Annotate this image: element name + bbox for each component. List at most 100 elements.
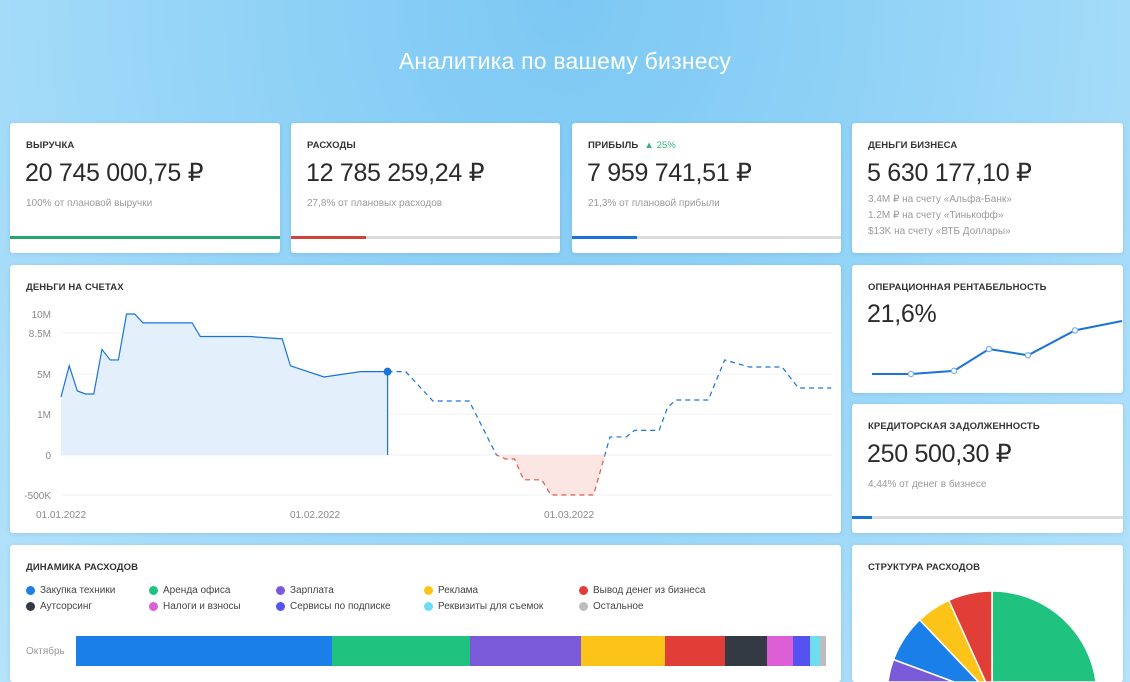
y-tick-label: 0 [45,451,51,462]
card-label: Операционная рентабельность [868,282,1047,293]
bar-segment[interactable] [810,636,820,666]
bar-segment[interactable] [76,636,332,666]
legend-dot-icon [26,602,35,611]
chart-title: Деньги на счетах [26,282,124,293]
legend-label: Сервисы по подписке [290,601,391,612]
legend-item[interactable]: Закупка техники [26,585,149,596]
kpi-label: Выручка [26,140,75,151]
kpi-label: Расходы [307,140,356,151]
bar-segment[interactable] [792,636,811,666]
sparkline [872,320,1123,375]
x-tick-label: 01.03.2022 [544,510,594,521]
negative-area [387,455,832,495]
bar-segment[interactable] [580,636,665,666]
kpi-sub: 21,3% от плановой прибыли [588,198,720,209]
card-title: Структура расходов [868,562,981,573]
legend-label: Аутсорсинг [40,601,93,612]
business-money-card[interactable]: Деньги бизнеса 5 630 177,10 ₽ 3,4М ₽ на … [852,123,1123,253]
legend-label: Налоги и взносы [163,601,241,612]
legend-item[interactable]: Аутсорсинг [26,601,149,612]
expenses-pie-chart[interactable] [852,545,1123,682]
legend-item[interactable]: Аренда офиса [149,585,276,596]
forecast-line [387,359,832,455]
card-sub: 4,44% от денег в бизнесе [868,479,987,490]
expenses-stacked-bar[interactable] [76,636,826,666]
legend-item[interactable]: Остальное [579,601,739,612]
legend-dot-icon [149,586,158,595]
bar-segment[interactable] [819,636,826,666]
kpi-label-wrap: Прибыль ▲ 25% [588,140,676,151]
y-tick-label: 8.5M [29,329,51,340]
x-tick-label: 01.01.2022 [36,510,86,521]
sparkline-point [950,367,958,375]
legend-label: Реквизиты для съемок [438,601,544,612]
sparkline-point [985,345,993,353]
legend-dot-icon [149,602,158,611]
account-item: $13K на счету «ВТБ Доллары» [868,226,1011,237]
kpi-value: 12 785 259,24 ₽ [306,159,485,187]
pie-slice[interactable] [918,599,987,682]
kpi-value: 7 959 741,51 ₽ [587,159,752,187]
page-title: Аналитика по вашему бизнесу [398,48,732,74]
bar-segment[interactable] [331,636,471,666]
kpi-sub: 100% от плановой выручки [26,198,153,209]
legend-label: Реклама [438,585,479,596]
accounts-chart-card: Деньги на счетах 10M 8.5M 5M 1M 0 -500K 01.01.… [10,265,841,533]
legend-label: Остальное [593,601,644,612]
expenses-legend: Закупка техники Аренда офиса Зарплата Рекла… [26,585,786,612]
legend-item[interactable]: Зарплата [276,585,424,596]
legend-dot-icon [276,602,285,611]
legend-dot-icon [579,602,588,611]
card-label: Деньги бизнеса [868,140,958,151]
legend-dot-icon [424,602,433,611]
bar-segment[interactable] [664,636,725,666]
legend-dot-icon [424,586,433,595]
kpi-sub: 27,8% от плановых расходов [307,198,443,209]
legend-item[interactable]: Сервисы по подписке [276,601,424,612]
current-point[interactable] [383,367,392,376]
legend-dot-icon [26,586,35,595]
actual-line [60,313,388,398]
bar-segment[interactable] [470,636,581,666]
account-item: 1.2М ₽ на счету «Тинькофф» [868,210,1004,221]
legend-item[interactable]: Вывод денег из бизнеса [579,585,739,596]
accounts-list: 3,4М ₽ на счету «Альфа-Банк» 1.2М ₽ на с… [868,192,1012,240]
y-tick-label: 1M [37,410,51,421]
kpi-revenue-card[interactable]: Выручка 20 745 000,75 ₽ 100% от плановой… [10,123,280,253]
pie-slice[interactable] [892,618,980,682]
kpi-progress [291,236,560,239]
payables-card[interactable]: Кредиторская задолженность 250 500,30 ₽ … [852,404,1123,533]
sparkline-point [907,370,915,378]
bar-segment[interactable] [766,636,793,666]
kpi-label: Прибыль [588,140,639,151]
legend-item[interactable]: Реклама [424,585,579,596]
forecast-negative-line [495,455,606,496]
actual-area [61,314,388,455]
sparkline-point [1024,352,1032,359]
legend-item[interactable]: Реквизиты для съемок [424,601,579,612]
expenses-structure-card: Структура расходов [852,545,1123,682]
y-tick-label: -500K [24,491,51,502]
card-value: 5 630 177,10 ₽ [867,159,1032,187]
card-value: 21,6% [867,300,937,328]
bar-segment[interactable] [724,636,767,666]
legend-label: Зарплата [290,585,334,596]
kpi-progress [572,236,841,239]
card-value: 250 500,30 ₽ [867,440,1012,468]
card-label: Кредиторская задолженность [868,421,1040,432]
y-tick-label: 5M [37,370,51,381]
legend-label: Вывод денег из бизнеса [593,585,706,596]
op-profitability-card[interactable]: Операционная рентабельность 21,6% [852,265,1123,393]
pie-slice[interactable] [947,590,993,682]
kpi-expenses-card[interactable]: Расходы 12 785 259,24 ₽ 27,8% от плановы… [291,123,560,253]
pie-slice[interactable] [991,590,1097,682]
y-tick-label: 10M [32,310,51,321]
growth-badge: ▲ 25% [644,140,676,151]
payables-progress [852,516,1123,519]
account-item: 3,4М ₽ на счету «Альфа-Банк» [868,194,1012,205]
legend-item[interactable]: Налоги и взносы [149,601,276,612]
accounts-chart[interactable]: 10M 8.5M 5M 1M 0 -500K 01.01.2022 01.02.2022 01.… [10,265,841,533]
legend-label: Закупка техники [40,585,116,596]
kpi-profit-card[interactable]: Прибыль ▲ 25% 7 959 741,51 ₽ 21,3% от пла… [572,123,841,253]
profitability-sparkline [872,320,1123,378]
